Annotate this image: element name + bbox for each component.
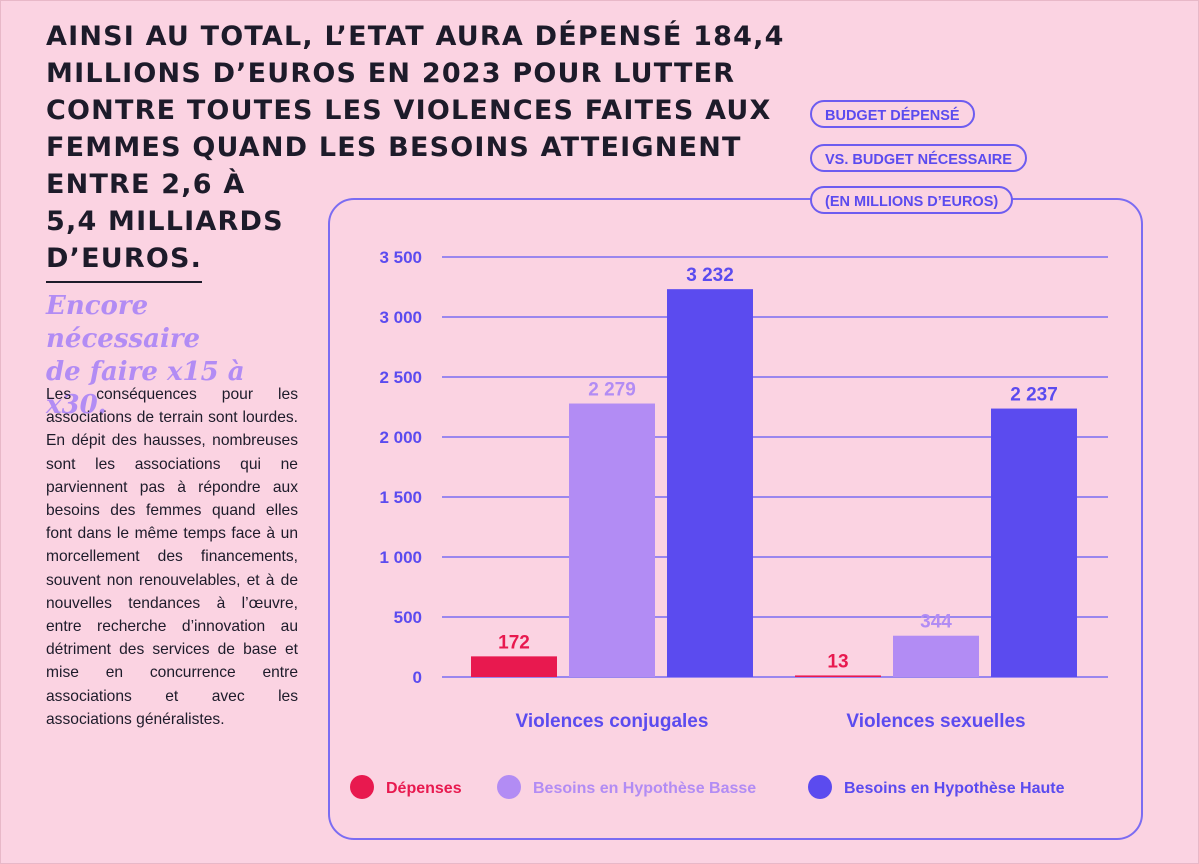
bar (569, 403, 655, 677)
y-tick-label: 500 (394, 608, 422, 627)
data-label: 344 (920, 612, 952, 633)
subheading: Encore nécessaire de faire x15 à x30. (46, 290, 306, 422)
subheading-line: de faire x15 à x30. (46, 357, 245, 420)
legend-label: Dépenses (386, 780, 462, 797)
y-tick-label: 0 (413, 668, 422, 687)
headline: AINSI AU TOTAL, L’ETAT AURA DÉPENSÉ 184,… (46, 18, 806, 283)
y-tick-label: 2 000 (379, 428, 422, 447)
bar (795, 675, 881, 677)
headline-line: AINSI AU TOTAL, L’ETAT AURA DÉPENSÉ 184,… (46, 21, 785, 52)
headline-line: CONTRE TOUTES LES VIOLENCES FAITES AUX (46, 95, 772, 126)
y-tick-label: 1 500 (379, 488, 422, 507)
data-label: 13 (827, 651, 848, 672)
legend-swatch (497, 775, 521, 799)
body-paragraph: Les conséquences pour les associations d… (46, 386, 298, 728)
data-label: 2 237 (1010, 385, 1058, 406)
headline-line: FEMMES QUAND LES BESOINS ATTEIGNENT (46, 132, 742, 163)
legend-swatch (350, 775, 374, 799)
bar (471, 656, 557, 677)
headline-line: MILLIONS D’EUROS EN 2023 POUR LUTTER (46, 58, 736, 89)
legend-label: Besoins en Hypothèse Haute (844, 780, 1065, 797)
bar (991, 408, 1077, 677)
x-category-label: Violences sexuelles (846, 711, 1025, 732)
y-tick-label: 1 000 (379, 548, 422, 567)
y-tick-label: 3 000 (379, 308, 422, 327)
bar (667, 289, 753, 677)
headline-line: ENTRE 2,6 À (46, 169, 246, 200)
chart-title-pill: VS. BUDGET NÉCESSAIRE (810, 144, 1027, 172)
y-tick-label: 2 500 (379, 368, 422, 387)
chart-title-pill: (EN MILLIONS D’EUROS) (810, 186, 1014, 214)
data-label: 2 279 (588, 380, 636, 401)
legend-label: Besoins en Hypothèse Basse (533, 780, 756, 797)
data-label: 3 232 (686, 265, 734, 286)
chart-title-pill: BUDGET DÉPENSÉ (810, 100, 975, 128)
headline-line: D’EUROS. (46, 240, 203, 283)
subheading-line: Encore nécessaire (46, 291, 201, 354)
chart-frame (328, 198, 1143, 840)
y-tick-label: 3 500 (379, 248, 422, 267)
bar (893, 635, 979, 677)
legend-swatch (808, 775, 832, 799)
data-label: 172 (498, 632, 530, 653)
headline-line: 5,4 MILLIARDS (46, 206, 284, 237)
x-category-label: Violences conjugales (516, 711, 709, 732)
